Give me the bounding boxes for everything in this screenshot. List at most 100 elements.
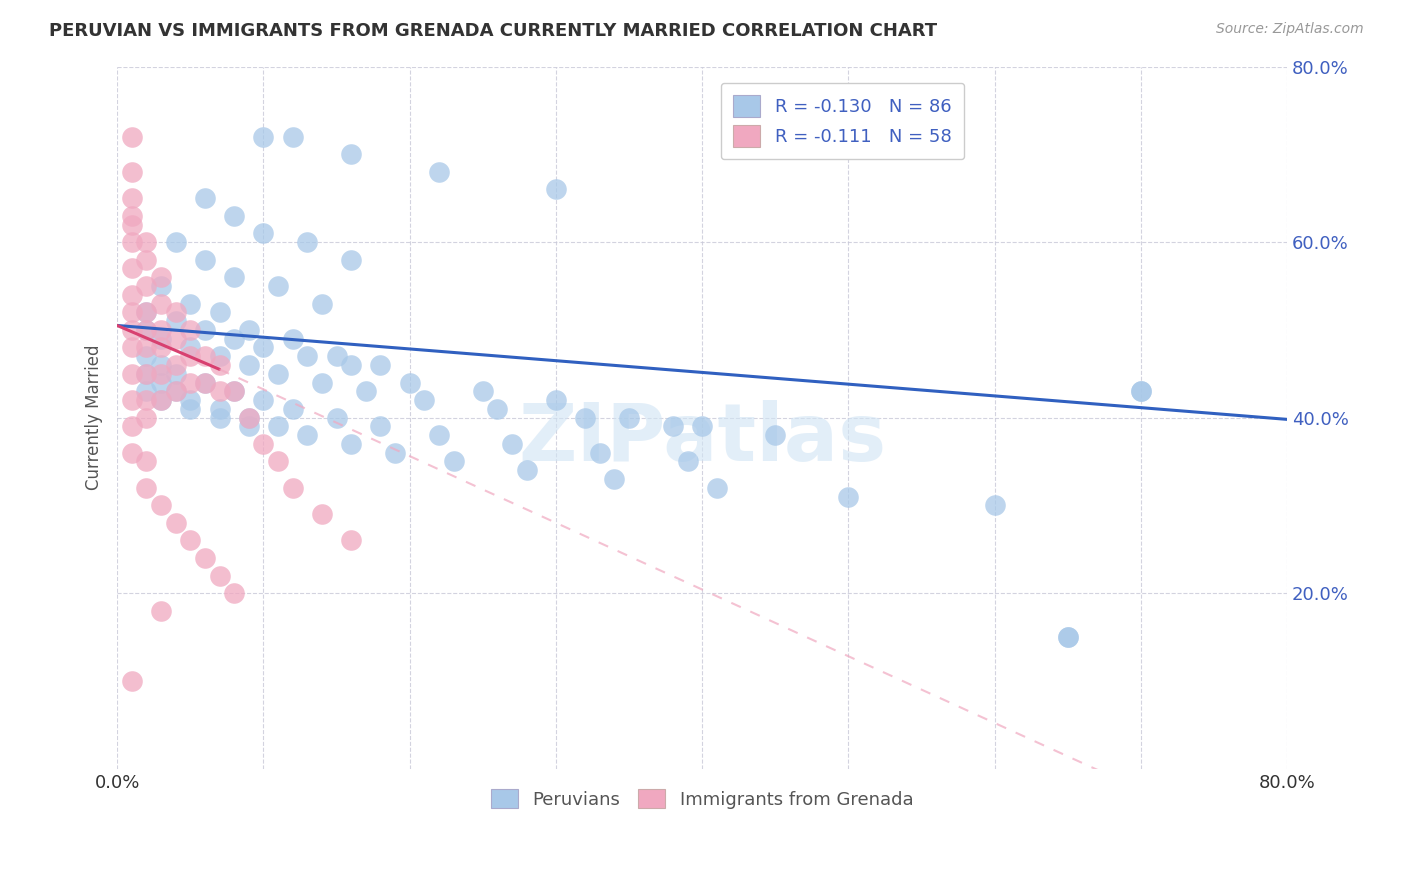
- Point: [340, 252, 363, 267]
- Point: [135, 279, 157, 293]
- Point: [135, 410, 157, 425]
- Point: [325, 349, 347, 363]
- Point: [194, 349, 217, 363]
- Point: [224, 384, 246, 399]
- Point: [208, 410, 231, 425]
- Point: [208, 358, 231, 372]
- Point: [135, 393, 157, 408]
- Point: [311, 296, 333, 310]
- Point: [238, 410, 260, 425]
- Point: [194, 376, 217, 390]
- Point: [165, 305, 187, 319]
- Point: [267, 279, 290, 293]
- Point: [252, 437, 274, 451]
- Point: [135, 305, 157, 319]
- Point: [297, 428, 319, 442]
- Point: [983, 499, 1005, 513]
- Point: [281, 401, 304, 416]
- Point: [208, 384, 231, 399]
- Point: [340, 533, 363, 548]
- Point: [340, 358, 363, 372]
- Point: [121, 367, 143, 381]
- Point: [238, 419, 260, 434]
- Point: [150, 270, 173, 285]
- Point: [676, 454, 699, 468]
- Point: [354, 384, 377, 399]
- Point: [165, 384, 187, 399]
- Point: [165, 367, 187, 381]
- Point: [121, 673, 143, 688]
- Point: [413, 393, 436, 408]
- Point: [135, 252, 157, 267]
- Point: [135, 349, 157, 363]
- Text: PERUVIAN VS IMMIGRANTS FROM GRENADA CURRENTLY MARRIED CORRELATION CHART: PERUVIAN VS IMMIGRANTS FROM GRENADA CURR…: [49, 22, 938, 40]
- Point: [194, 191, 217, 205]
- Point: [281, 129, 304, 144]
- Point: [135, 367, 157, 381]
- Point: [150, 332, 173, 346]
- Point: [224, 332, 246, 346]
- Point: [384, 446, 406, 460]
- Point: [135, 481, 157, 495]
- Point: [574, 410, 596, 425]
- Point: [150, 279, 173, 293]
- Point: [121, 323, 143, 337]
- Point: [281, 332, 304, 346]
- Point: [179, 296, 201, 310]
- Point: [837, 490, 859, 504]
- Point: [135, 340, 157, 354]
- Point: [121, 340, 143, 354]
- Point: [706, 481, 728, 495]
- Point: [121, 261, 143, 276]
- Y-axis label: Currently Married: Currently Married: [86, 345, 103, 491]
- Point: [486, 401, 509, 416]
- Point: [121, 446, 143, 460]
- Point: [135, 235, 157, 249]
- Point: [179, 393, 201, 408]
- Point: [150, 393, 173, 408]
- Point: [179, 401, 201, 416]
- Point: [589, 446, 612, 460]
- Point: [1056, 630, 1078, 644]
- Point: [1129, 384, 1152, 399]
- Point: [267, 367, 290, 381]
- Point: [121, 287, 143, 301]
- Point: [224, 586, 246, 600]
- Point: [370, 358, 392, 372]
- Point: [150, 340, 173, 354]
- Point: [1056, 630, 1078, 644]
- Point: [252, 129, 274, 144]
- Point: [370, 419, 392, 434]
- Point: [516, 463, 538, 477]
- Point: [238, 323, 260, 337]
- Point: [311, 376, 333, 390]
- Point: [617, 410, 640, 425]
- Point: [208, 305, 231, 319]
- Point: [121, 218, 143, 232]
- Point: [763, 428, 786, 442]
- Point: [121, 419, 143, 434]
- Point: [267, 454, 290, 468]
- Point: [179, 340, 201, 354]
- Point: [150, 296, 173, 310]
- Point: [194, 376, 217, 390]
- Point: [297, 235, 319, 249]
- Point: [150, 367, 173, 381]
- Point: [325, 410, 347, 425]
- Text: Source: ZipAtlas.com: Source: ZipAtlas.com: [1216, 22, 1364, 37]
- Point: [340, 147, 363, 161]
- Point: [281, 481, 304, 495]
- Point: [471, 384, 494, 399]
- Point: [121, 191, 143, 205]
- Point: [208, 349, 231, 363]
- Point: [179, 533, 201, 548]
- Legend: Peruvians, Immigrants from Grenada: Peruvians, Immigrants from Grenada: [484, 782, 921, 816]
- Point: [165, 314, 187, 328]
- Point: [224, 209, 246, 223]
- Point: [165, 516, 187, 530]
- Point: [603, 472, 626, 486]
- Point: [121, 393, 143, 408]
- Point: [1129, 384, 1152, 399]
- Point: [208, 401, 231, 416]
- Point: [427, 165, 450, 179]
